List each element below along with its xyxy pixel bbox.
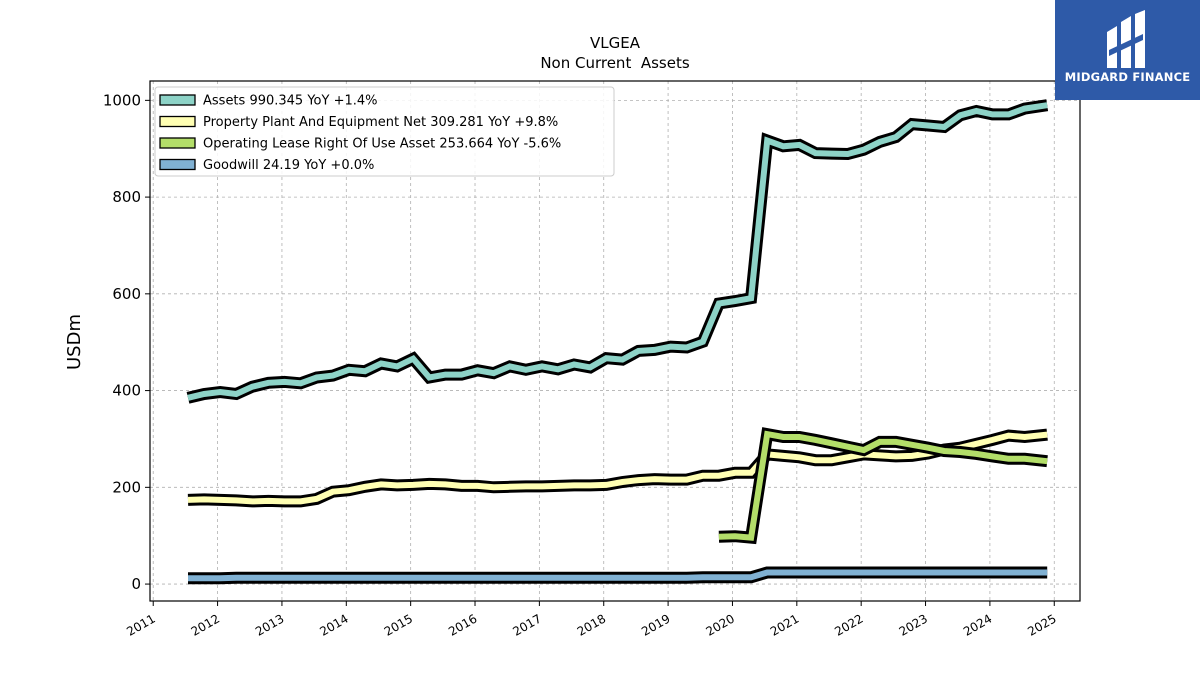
y-tick-label: 1000 — [103, 91, 141, 109]
series-2 — [718, 427, 1048, 545]
series-line — [187, 431, 1048, 505]
x-tick-label: 2021 — [768, 611, 801, 638]
series-0 — [186, 99, 1049, 404]
y-tick-label: 800 — [112, 188, 141, 206]
legend-swatch — [159, 115, 196, 128]
series-3 — [188, 566, 1048, 585]
legend-item: Operating Lease Right Of Use Asset 253.6… — [159, 137, 561, 152]
series-1 — [187, 428, 1048, 508]
x-tick-label: 2015 — [382, 611, 415, 638]
legend-label: Assets 990.345 YoY +1.4% — [203, 94, 378, 109]
legend-item: Property Plant And Equipment Net 309.281… — [159, 115, 558, 130]
legend-box — [154, 86, 615, 177]
y-tick-label: 600 — [112, 285, 141, 303]
legend-label: Property Plant And Equipment Net 309.281… — [203, 115, 558, 130]
legend-label: Goodwill 24.19 YoY +0.0% — [203, 158, 374, 173]
chart-subtitle: Non Current Assets — [540, 54, 690, 72]
y-tick-label: 200 — [112, 478, 141, 496]
series-line — [188, 569, 1048, 582]
legend: Assets 990.345 YoY +1.4% Property Plant A… — [154, 86, 615, 177]
y-tick-label: 400 — [112, 382, 141, 400]
brand-logo: MIDGARD FINANCE — [1055, 0, 1200, 100]
plot-frame — [149, 80, 1081, 602]
legend-swatch — [159, 137, 196, 149]
legend-swatch — [159, 158, 196, 171]
x-tick-label: 2022 — [832, 611, 865, 638]
x-tick-label: 2011 — [124, 611, 157, 638]
x-tick-label: 2023 — [897, 611, 930, 638]
x-tick-label: 2025 — [1025, 611, 1058, 638]
legend-label: Operating Lease Right Of Use Asset 253.6… — [203, 137, 561, 152]
series-line — [187, 102, 1048, 401]
x-tick-label: 2016 — [446, 611, 479, 638]
x-tick-label: 2024 — [961, 611, 994, 638]
chart-title: VLGEA — [590, 34, 641, 52]
series-line — [718, 430, 1048, 541]
brand-name: MIDGARD FINANCE — [1064, 70, 1191, 84]
x-tick-label: 2017 — [510, 611, 543, 638]
y-tick-label: 0 — [131, 575, 141, 593]
x-tick-label: 2020 — [704, 611, 737, 638]
x-tick-label: 2018 — [575, 611, 608, 638]
x-tick-label: 2014 — [317, 611, 350, 638]
x-tick-label: 2019 — [639, 611, 672, 638]
midgard-logo-icon — [1107, 10, 1145, 68]
x-tick-label: 2013 — [253, 611, 286, 638]
y-axis-label: USDm — [64, 314, 85, 370]
legend-item: Assets 990.345 YoY +1.4% — [159, 94, 378, 109]
legend-item: Goodwill 24.19 YoY +0.0% — [159, 158, 374, 173]
legend-swatch — [159, 94, 196, 106]
series-layer — [186, 99, 1049, 585]
x-tick-label: 2012 — [189, 611, 222, 638]
